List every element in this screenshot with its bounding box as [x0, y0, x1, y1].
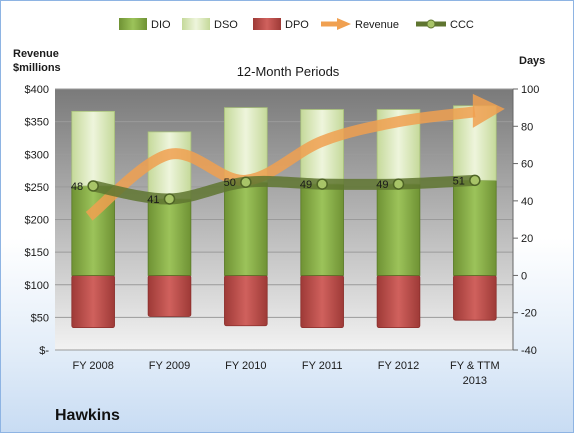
bar-dso [71, 110, 115, 187]
left-tick-label: $400 [25, 84, 49, 96]
bar-dpo [453, 275, 497, 321]
ccc-point [240, 176, 252, 188]
ccc-point [469, 174, 481, 187]
legend-label-dpo: DPO [285, 19, 309, 31]
right-tick-label: 0 [521, 270, 527, 282]
ccc-point [163, 193, 176, 205]
bar-dio [453, 179, 497, 276]
x-tick-label: FY 2011 [302, 360, 343, 372]
ccc-data-label: 41 [147, 194, 159, 206]
right-tick-label: 100 [521, 84, 539, 96]
ccc-point [392, 178, 405, 190]
ccc-data-label: 49 [300, 179, 312, 191]
right-tick-label: 40 [521, 196, 533, 208]
x-tick-label: FY & TTM [450, 360, 500, 372]
left-tick-label: $- [39, 345, 49, 357]
left-tick-label: $250 [25, 182, 49, 194]
legend-swatch-dio [119, 18, 147, 30]
x-tick-label: FY 2012 [378, 360, 419, 372]
legend-label-dio: DIO [151, 19, 171, 31]
legend-swatch-revenue [321, 18, 351, 30]
x-tick-label: FY 2009 [149, 360, 190, 372]
bar-dso [224, 107, 268, 183]
revenue-line [85, 106, 476, 221]
x-tick-label-line2: 2013 [463, 375, 487, 387]
ccc-series: 48 41 50 49 49 51 [71, 174, 481, 206]
right-tick-label: 60 [521, 159, 533, 171]
bar-dpo [147, 275, 192, 317]
bar-dpo [376, 275, 421, 329]
right-tick-label: 20 [521, 233, 533, 245]
x-tick-label: FY 2008 [72, 360, 113, 372]
bar-series [71, 105, 497, 329]
ccc-data-label: 50 [224, 177, 236, 189]
right-axis-title: Days [519, 55, 545, 67]
right-tick-label: -20 [521, 308, 537, 320]
left-axis-title-line2: $millions [13, 62, 61, 74]
company-name: Hawkins [55, 407, 120, 424]
left-tick-label: $150 [25, 247, 49, 259]
left-tick-label: $50 [31, 312, 49, 324]
legend: DIO DSO DPO Revenue CCC [119, 18, 474, 31]
left-axis-title-line1: Revenue [13, 48, 59, 60]
x-tick-label: FY 2010 [225, 360, 266, 372]
chart-subtitle: 12-Month Periods [237, 64, 340, 79]
ccc-point [316, 178, 328, 190]
bar-dio [224, 181, 268, 276]
left-tick-label: $300 [25, 149, 49, 161]
ccc-point [87, 180, 99, 192]
legend-label-ccc: CCC [450, 19, 474, 31]
bar-dio [300, 183, 344, 276]
legend-swatch-dpo [253, 18, 281, 30]
x-axis-ticks: FY 2008 FY 2009 FY 2010 FY 2011 FY 2012 FY & … [72, 360, 499, 387]
ccc-data-label: 51 [453, 175, 465, 187]
left-axis-ticks: $- $50 $100 $150 $200 $250 $300 $350 $400 [25, 84, 50, 357]
ccc-data-label: 48 [71, 181, 83, 193]
bar-dpo [300, 275, 344, 329]
bar-dpo [224, 275, 268, 327]
bar-dio [376, 183, 421, 276]
left-tick-label: $100 [25, 280, 49, 292]
bar-dpo [71, 275, 115, 329]
left-tick-label: $350 [25, 117, 49, 129]
right-axis-ticks: -40 -20 0 20 40 60 80 100 [512, 84, 539, 357]
ccc-data-label: 49 [376, 179, 388, 191]
ccc-line [87, 174, 481, 205]
bar-dio [147, 198, 192, 276]
legend-label-revenue: Revenue [355, 19, 399, 31]
right-tick-label: -40 [521, 345, 537, 357]
left-tick-label: $200 [25, 215, 49, 227]
bar-dso [147, 131, 192, 200]
legend-swatch-dso [182, 18, 210, 30]
legend-swatch-ccc [416, 19, 446, 29]
revenue-arrowhead [472, 93, 505, 128]
revenue-series [85, 93, 505, 221]
right-tick-label: 80 [521, 121, 533, 133]
legend-label-dso: DSO [214, 19, 238, 31]
